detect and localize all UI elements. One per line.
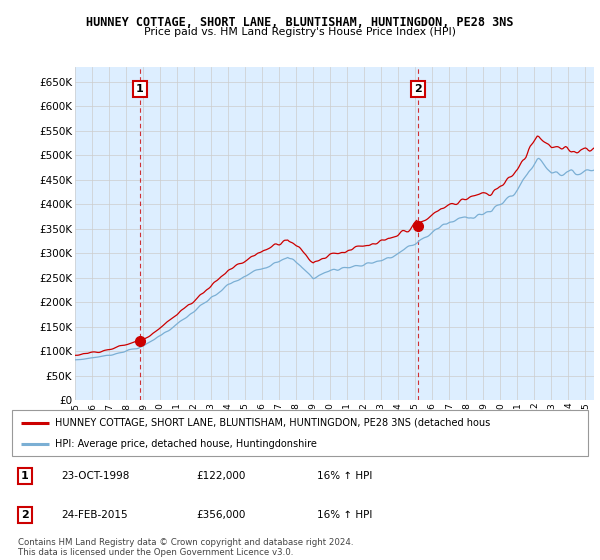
Text: HUNNEY COTTAGE, SHORT LANE, BLUNTISHAM, HUNTINGDON, PE28 3NS (detached hous: HUNNEY COTTAGE, SHORT LANE, BLUNTISHAM, …	[55, 418, 490, 428]
Text: 2: 2	[414, 84, 422, 94]
Text: HUNNEY COTTAGE, SHORT LANE, BLUNTISHAM, HUNTINGDON, PE28 3NS: HUNNEY COTTAGE, SHORT LANE, BLUNTISHAM, …	[86, 16, 514, 29]
Text: 1: 1	[136, 84, 144, 94]
Text: 16% ↑ HPI: 16% ↑ HPI	[317, 471, 373, 481]
Text: 1: 1	[21, 471, 29, 481]
Text: Contains HM Land Registry data © Crown copyright and database right 2024.
This d: Contains HM Land Registry data © Crown c…	[18, 538, 353, 557]
Text: 23-OCT-1998: 23-OCT-1998	[61, 471, 130, 481]
Text: 16% ↑ HPI: 16% ↑ HPI	[317, 510, 373, 520]
Text: Price paid vs. HM Land Registry's House Price Index (HPI): Price paid vs. HM Land Registry's House …	[144, 27, 456, 37]
FancyBboxPatch shape	[12, 410, 588, 456]
Text: £122,000: £122,000	[196, 471, 245, 481]
Text: HPI: Average price, detached house, Huntingdonshire: HPI: Average price, detached house, Hunt…	[55, 439, 317, 449]
Text: 2: 2	[21, 510, 29, 520]
Text: £356,000: £356,000	[196, 510, 245, 520]
Text: 24-FEB-2015: 24-FEB-2015	[61, 510, 128, 520]
